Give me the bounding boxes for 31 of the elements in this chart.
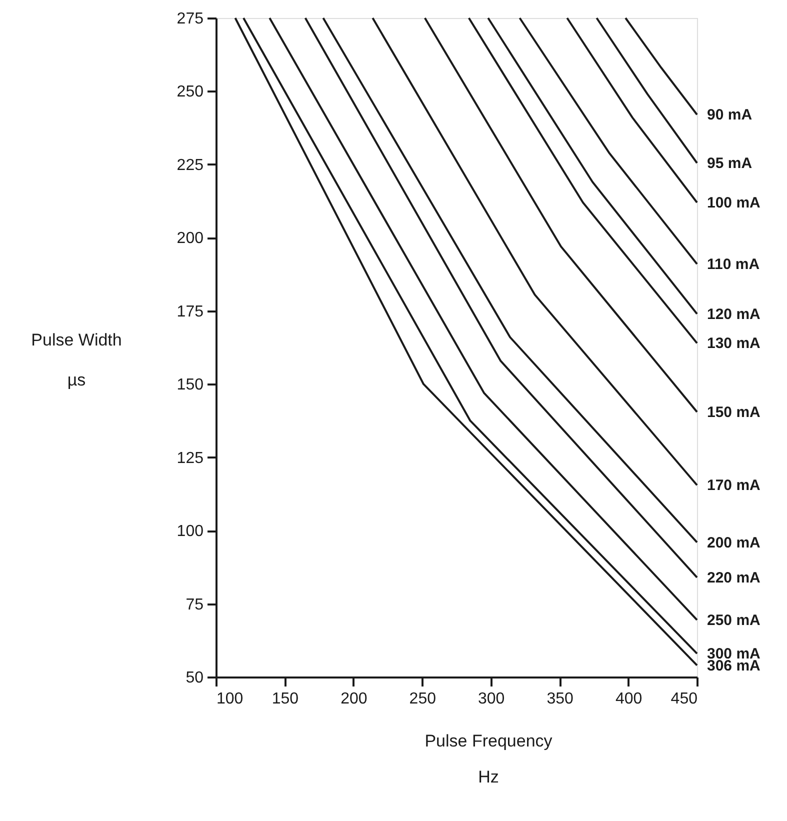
y-tick-label: 50 (186, 670, 204, 686)
y-tick-label: 125 (176, 450, 204, 467)
series-label: 100 mA (707, 194, 761, 212)
x-tick-label: 250 (409, 690, 436, 708)
series-label: 120 mA (707, 306, 761, 323)
x-axis-title: Pulse Frequency Hz (424, 732, 553, 786)
series-label: 220 mA (707, 569, 761, 586)
x-tick-label: 100 (216, 690, 244, 708)
x-tick-label: 450 (670, 690, 698, 708)
series-label: 170 mA (707, 477, 761, 494)
series-label: 110 mA (707, 256, 760, 274)
x-tick-label: 150 (272, 690, 299, 708)
series-label: 150 mA (707, 404, 761, 421)
y-tick-label: 200 (176, 230, 204, 248)
y-tick-label: 75 (186, 596, 204, 614)
y-tick-label: 250 (176, 84, 204, 101)
series-label: 95 mA (707, 154, 752, 172)
series-label: 200 mA (707, 534, 761, 552)
x-tick-label: 400 (615, 690, 642, 708)
x-tick-label: 300 (478, 690, 505, 708)
series-label: 90 mA (707, 106, 752, 124)
series-label: 130 mA (707, 335, 761, 352)
x-tick-label: 200 (340, 690, 368, 708)
y-tick-label: 175 (176, 303, 204, 320)
text: Pulse Width µs (31, 330, 122, 390)
x-tick-label: 350 (546, 690, 574, 708)
y-tick-label: 150 (176, 376, 204, 394)
y-tick-label: 100 (176, 523, 204, 540)
y-tick-label: 225 (176, 156, 204, 174)
series-label: 250 mA (707, 612, 761, 629)
y-tick-label: 275 (176, 10, 204, 28)
